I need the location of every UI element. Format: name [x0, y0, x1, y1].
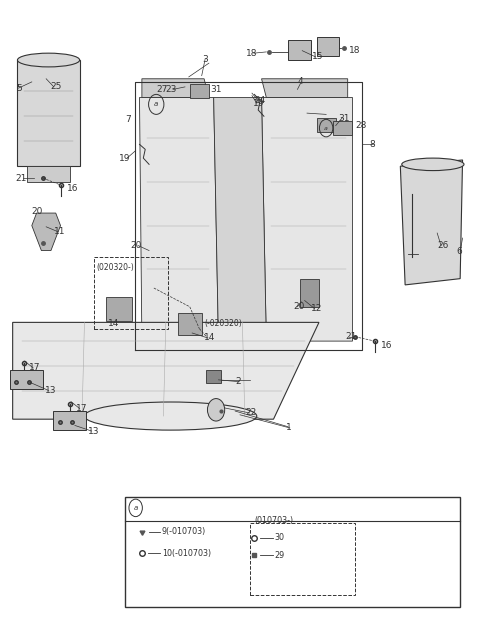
Text: 31: 31: [338, 114, 349, 123]
Bar: [94, 257, 168, 329]
Text: 21: 21: [16, 173, 27, 183]
Bar: [317, 37, 338, 56]
Text: a: a: [133, 505, 138, 511]
Bar: [206, 371, 221, 383]
Text: 11: 11: [54, 227, 66, 236]
Text: a: a: [324, 126, 328, 131]
Bar: [10, 371, 43, 389]
Polygon shape: [142, 79, 209, 98]
Text: 7: 7: [125, 115, 131, 124]
Text: 29: 29: [275, 551, 285, 560]
Text: 12: 12: [311, 304, 322, 313]
Text: 19: 19: [120, 153, 131, 163]
Text: 30: 30: [275, 533, 285, 542]
Text: 18: 18: [246, 49, 258, 58]
Ellipse shape: [17, 53, 80, 67]
Text: 20: 20: [31, 207, 43, 217]
Text: 28: 28: [355, 121, 366, 130]
Text: 31: 31: [210, 85, 222, 94]
Bar: [53, 411, 86, 430]
Polygon shape: [27, 167, 70, 182]
Ellipse shape: [84, 402, 257, 430]
Text: 2: 2: [235, 377, 241, 386]
Text: 27: 27: [156, 85, 167, 94]
Text: 16: 16: [381, 341, 393, 350]
Text: 14: 14: [108, 319, 120, 328]
Text: (020320-): (020320-): [96, 263, 134, 272]
Text: (-020320): (-020320): [204, 319, 242, 329]
Bar: [333, 121, 351, 135]
Text: 19: 19: [253, 99, 264, 108]
Polygon shape: [17, 60, 80, 167]
Bar: [125, 497, 460, 607]
Text: 13: 13: [45, 386, 56, 395]
Circle shape: [207, 399, 225, 421]
Text: (010703-): (010703-): [254, 516, 293, 525]
Text: 22: 22: [246, 408, 257, 418]
Bar: [178, 313, 202, 335]
Text: 18: 18: [349, 46, 360, 55]
Text: 8: 8: [369, 140, 375, 149]
Text: 25: 25: [50, 83, 61, 91]
Text: a: a: [154, 101, 158, 108]
Polygon shape: [12, 322, 319, 419]
Bar: [106, 297, 132, 321]
Text: 14: 14: [204, 334, 216, 342]
Text: 15: 15: [312, 53, 324, 61]
Polygon shape: [214, 98, 266, 341]
Ellipse shape: [402, 158, 464, 171]
Text: 20: 20: [294, 302, 305, 311]
Text: 6: 6: [456, 247, 462, 256]
Text: 20: 20: [131, 241, 142, 250]
Text: 24: 24: [254, 96, 265, 105]
Polygon shape: [400, 160, 463, 285]
Polygon shape: [262, 98, 352, 341]
Text: 13: 13: [88, 426, 99, 436]
Bar: [190, 84, 209, 98]
Text: 17: 17: [76, 404, 87, 413]
Text: 4: 4: [298, 78, 303, 86]
Text: 3: 3: [202, 55, 208, 64]
Bar: [317, 118, 336, 132]
Text: 17: 17: [29, 364, 41, 372]
Polygon shape: [140, 98, 218, 341]
Text: 9(-010703): 9(-010703): [162, 527, 206, 536]
Bar: [300, 279, 319, 307]
Bar: [250, 523, 355, 595]
Text: 10(-010703): 10(-010703): [162, 549, 211, 558]
Text: 1: 1: [286, 423, 292, 433]
Text: 21: 21: [345, 332, 357, 341]
Text: 5: 5: [16, 84, 22, 93]
Text: 23: 23: [166, 85, 177, 94]
Polygon shape: [32, 213, 60, 250]
Text: 26: 26: [437, 241, 449, 250]
Text: 16: 16: [67, 183, 78, 193]
Polygon shape: [262, 79, 348, 98]
Bar: [288, 40, 311, 60]
